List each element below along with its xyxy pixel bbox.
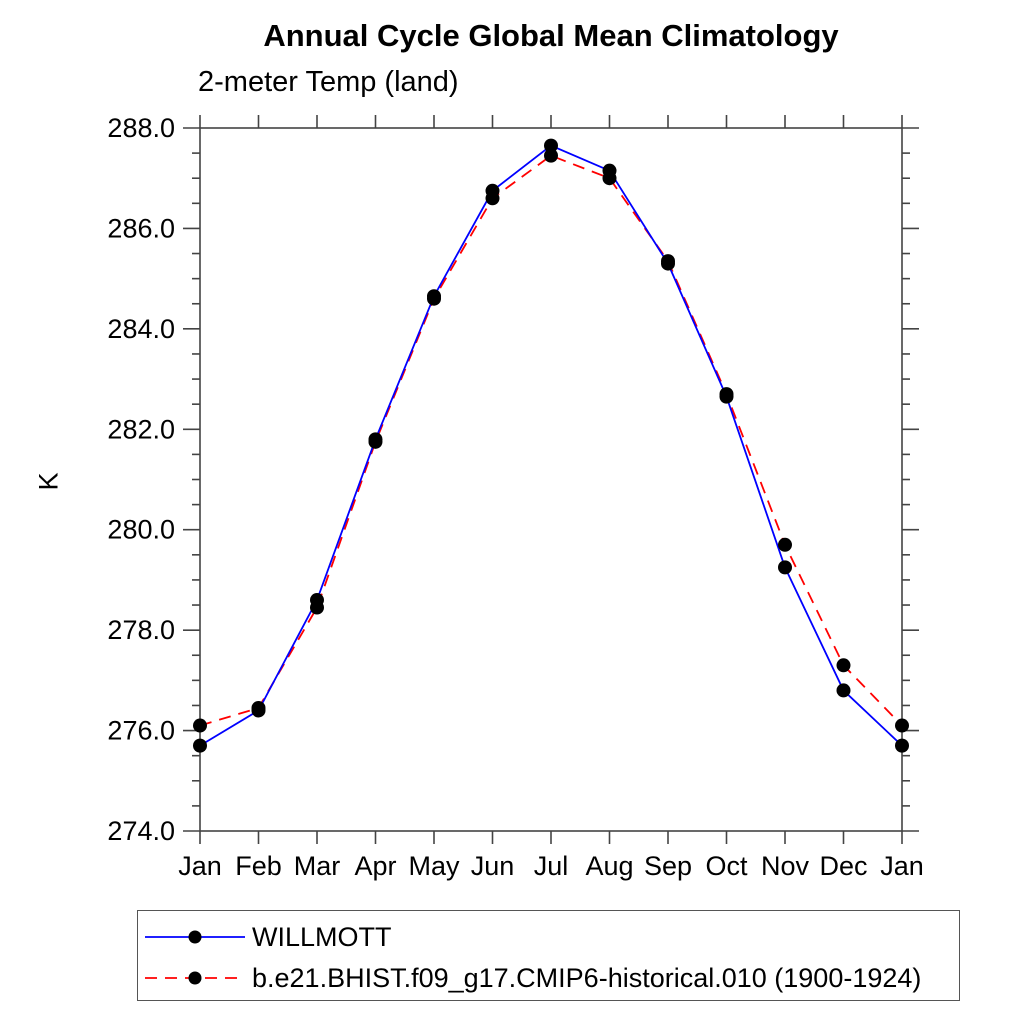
series-line xyxy=(199,144,903,747)
data-point-marker xyxy=(427,291,441,306)
legend-swatch-line-icon xyxy=(145,971,245,985)
legend-row-model: b.e21.BHIST.f09_g17.CMIP6-historical.010… xyxy=(143,962,922,993)
x-tick-label: Jun xyxy=(471,851,515,881)
y-tick-label: 276.0 xyxy=(107,716,175,746)
legend-marker-icon xyxy=(188,930,202,944)
y-tick-label: 284.0 xyxy=(107,314,175,344)
data-point-marker xyxy=(895,718,909,733)
legend-row-willmott: WILLMOTT xyxy=(143,921,392,952)
data-point-marker xyxy=(310,600,324,615)
x-tick-label: Jan xyxy=(880,851,924,881)
legend-swatch-line-icon xyxy=(145,930,245,944)
chart-title: Annual Cycle Global Mean Climatology xyxy=(263,18,839,53)
data-point-marker xyxy=(719,387,734,402)
x-tick-label: Apr xyxy=(354,851,396,881)
x-tick-label: May xyxy=(408,851,460,881)
data-point-marker xyxy=(544,138,558,153)
legend-label-willmott: WILLMOTT xyxy=(252,921,392,952)
y-tick-label: 288.0 xyxy=(107,113,175,143)
data-point-marker xyxy=(895,738,909,753)
y-tick-label: 286.0 xyxy=(107,213,175,243)
y-tick-label: 280.0 xyxy=(107,515,175,545)
x-tick-label: Aug xyxy=(585,851,633,881)
x-tick-label: Mar xyxy=(294,851,341,881)
data-point-marker xyxy=(544,148,558,163)
data-point-marker xyxy=(251,700,266,715)
y-tick-label: 278.0 xyxy=(107,615,175,645)
data-point-marker xyxy=(778,537,792,552)
plot-frame xyxy=(199,127,903,832)
x-tick-label: Dec xyxy=(819,851,867,881)
x-tick-label: Jan xyxy=(178,851,222,881)
x-tick-label: Sep xyxy=(644,851,692,881)
data-point-marker xyxy=(193,738,207,753)
x-tick-label: Oct xyxy=(705,851,748,881)
legend-box: WILLMOTT b.e21.BHIST.f09_g17.CMIP6-histo… xyxy=(137,910,960,1001)
legend-marker-icon xyxy=(188,971,202,985)
y-tick-label: 282.0 xyxy=(107,414,175,444)
series-line xyxy=(199,154,903,727)
chart-subtitle: 2-meter Temp (land) xyxy=(198,66,459,98)
x-tick-label: Jul xyxy=(534,851,569,881)
data-point-marker xyxy=(193,718,207,733)
data-point-marker xyxy=(661,254,675,269)
data-point-marker xyxy=(368,434,383,449)
legend-label-model: b.e21.BHIST.f09_g17.CMIP6-historical.010… xyxy=(252,962,922,993)
y-tick-label: 274.0 xyxy=(107,816,175,846)
data-point-marker xyxy=(602,171,617,186)
data-point-marker xyxy=(836,683,851,698)
x-tick-label: Nov xyxy=(761,851,810,881)
x-tick-label: Feb xyxy=(235,851,282,881)
data-point-marker xyxy=(836,658,851,673)
data-point-marker xyxy=(778,560,792,575)
data-point-marker xyxy=(485,191,500,206)
